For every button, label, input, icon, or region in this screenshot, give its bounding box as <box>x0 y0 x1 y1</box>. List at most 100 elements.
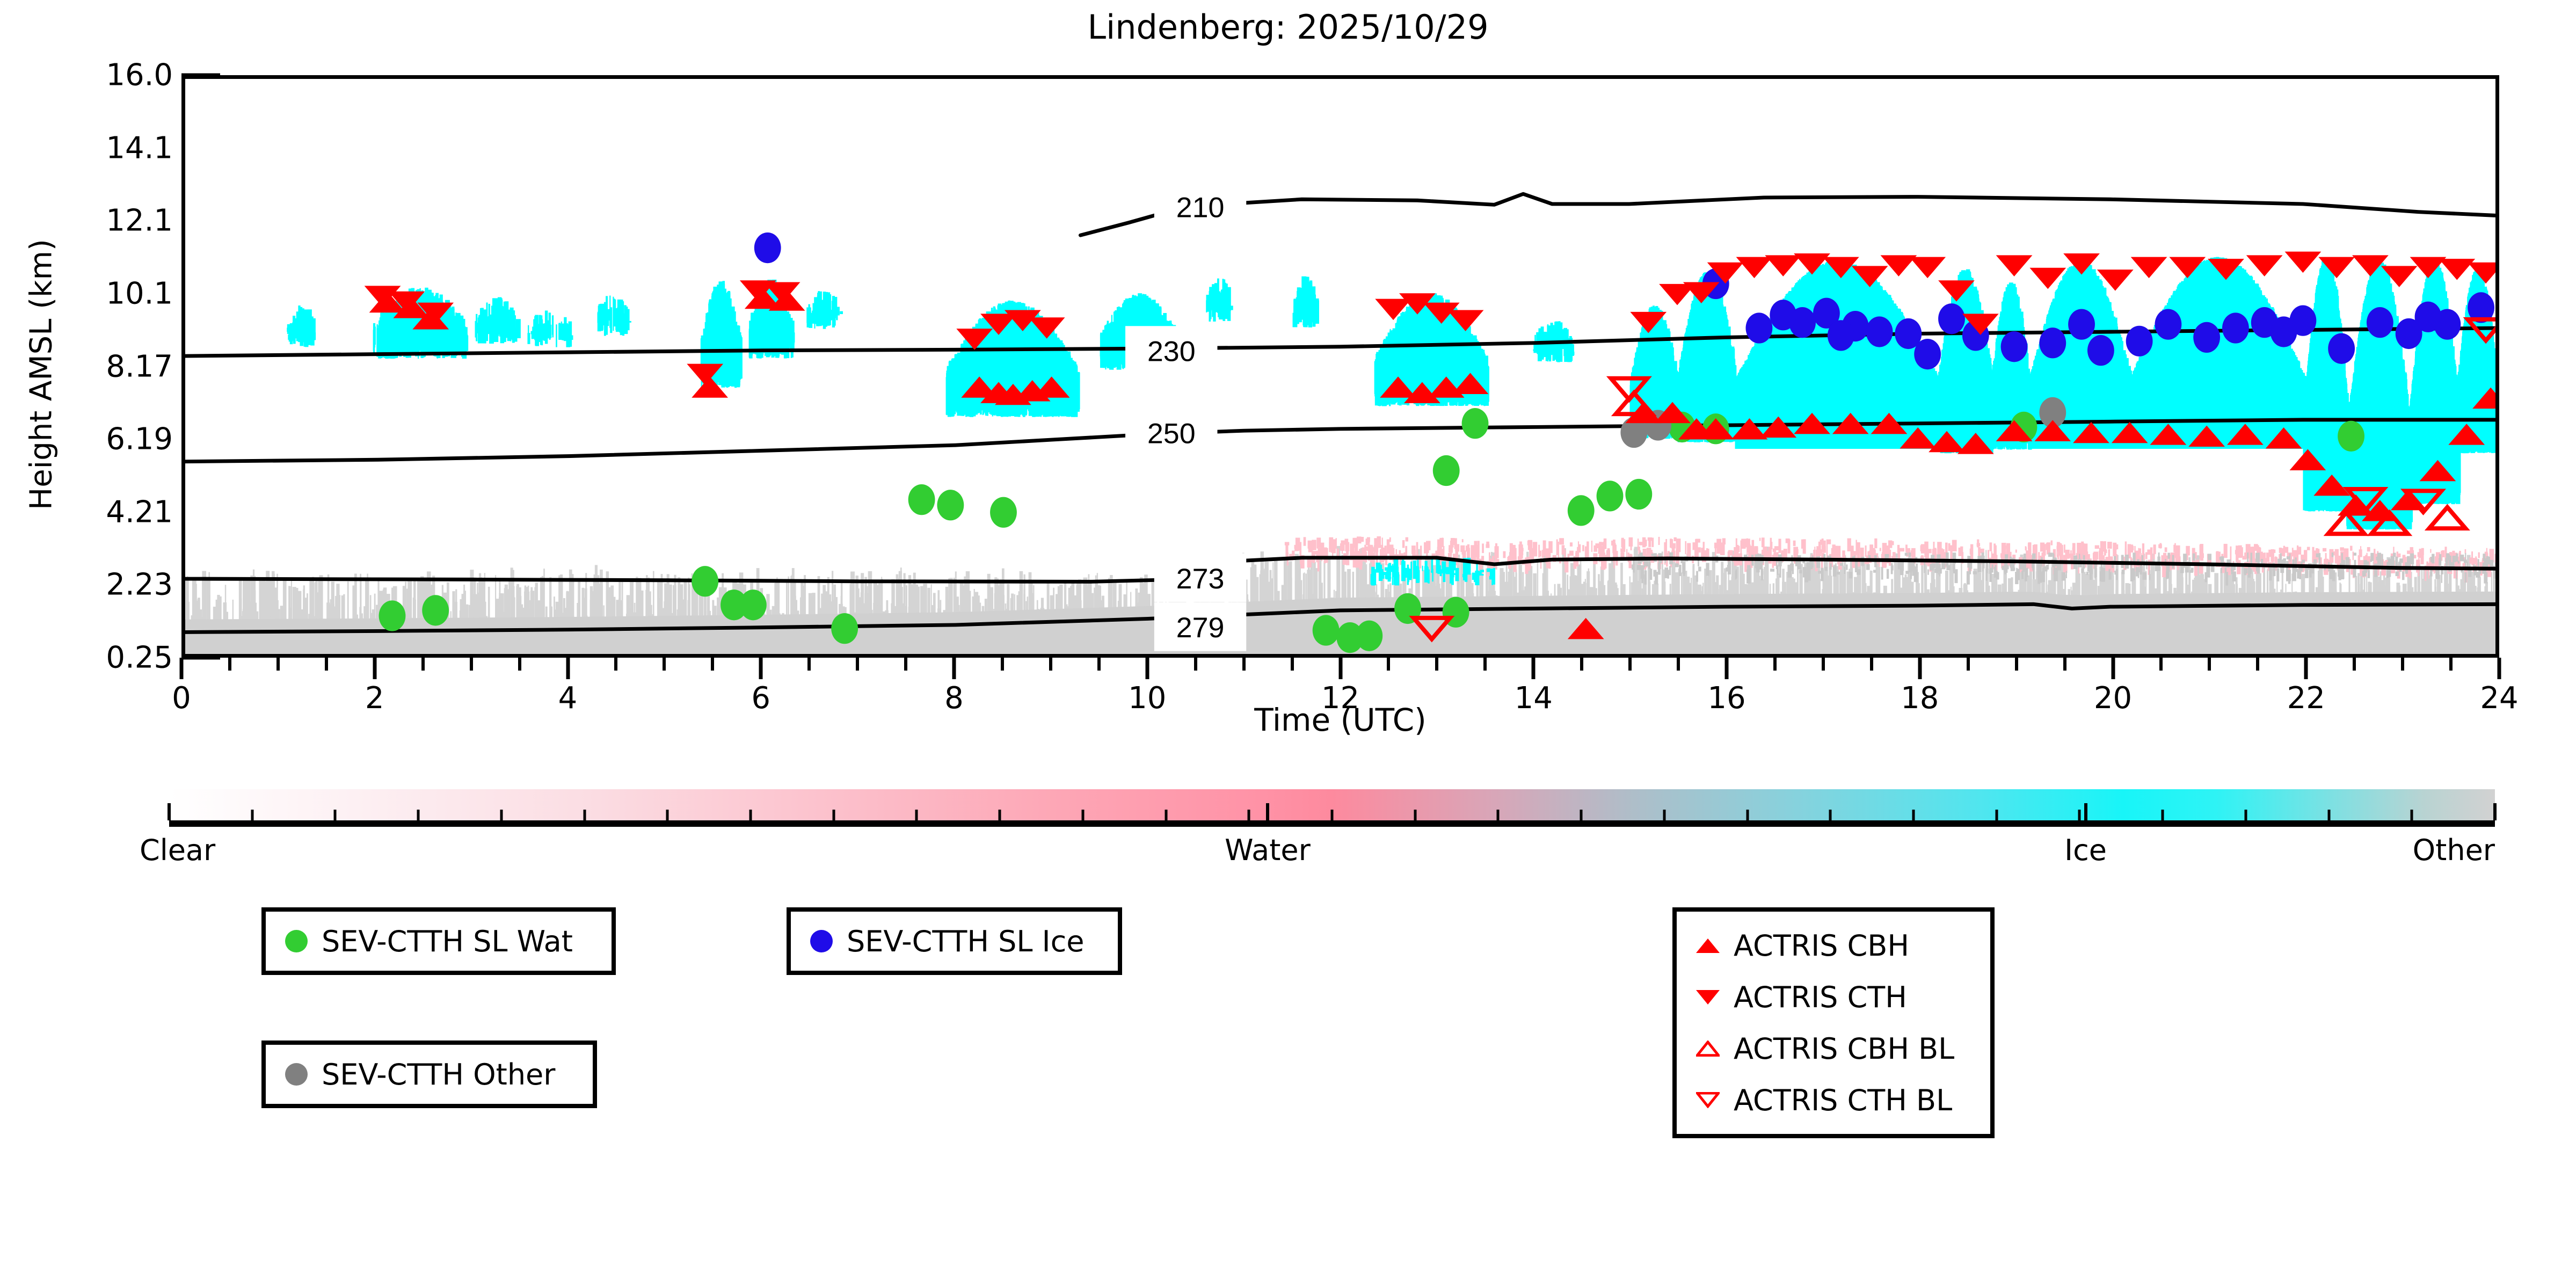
data-point <box>412 308 449 330</box>
data-point <box>692 376 729 398</box>
legend-actris[interactable]: ACTRIS CBH ACTRIS CTH ACTRIS CBH BL ACTRIS … <box>1672 907 1995 1138</box>
plot-canvas: 210 230 250 273 279 <box>185 182 2495 654</box>
colorbar-tick <box>1829 810 1832 820</box>
data-point <box>1794 412 1830 434</box>
colorbar-tick <box>749 810 752 820</box>
data-point <box>2222 312 2249 344</box>
x-tick-mark <box>373 658 377 679</box>
x-tick-label: 22 <box>2287 681 2325 716</box>
data-point <box>2313 474 2351 496</box>
data-point <box>2424 504 2470 531</box>
data-point <box>956 329 993 350</box>
data-point <box>1606 376 1652 403</box>
x-tick-label: 0 <box>172 681 191 716</box>
colorbar-tick <box>666 810 669 820</box>
colorbar-tick <box>333 810 337 820</box>
data-point <box>2039 397 2066 428</box>
isotherm-line <box>185 602 2495 634</box>
data-point <box>1827 320 1854 351</box>
data-point <box>2150 424 2187 445</box>
data-point <box>1851 266 1888 287</box>
data-point <box>1033 376 1070 398</box>
legend-sev-ctth-other[interactable]: SEV-CTTH Other <box>261 1040 597 1108</box>
data-point <box>1683 282 1720 304</box>
x-tick-minor <box>518 658 521 671</box>
data-point <box>2381 266 2418 287</box>
colorbar-tick-major <box>1266 803 1269 820</box>
colorbar-tick <box>2161 810 2164 820</box>
x-tick-label: 4 <box>558 681 578 716</box>
x-tick-minor <box>1677 658 1680 671</box>
data-point <box>2246 255 2283 276</box>
colorbar[interactable] <box>168 789 2497 827</box>
x-tick-minor <box>228 658 231 671</box>
x-tick-label: 14 <box>1514 681 1553 716</box>
plot-area[interactable]: 210 230 250 273 279 <box>181 75 2499 658</box>
colorbar-label: Water <box>1225 833 1311 867</box>
data-point <box>763 282 801 304</box>
data-point <box>1567 495 1595 526</box>
data-point <box>980 314 1017 335</box>
legend-label: ACTRIS CTH <box>1734 980 1907 1014</box>
x-tick-minor <box>856 658 860 671</box>
legend-row: SEV-CTTH SL Ice <box>791 915 1118 967</box>
colorbar-tick <box>251 810 254 820</box>
data-point <box>2284 251 2322 273</box>
data-point <box>1452 373 1489 395</box>
data-point <box>744 287 781 309</box>
data-point <box>2039 328 2066 359</box>
data-point <box>1731 418 1768 440</box>
x-tick-minor <box>2401 658 2405 671</box>
colorbar-tick <box>1995 810 1998 820</box>
series-actris-cth-bl <box>1409 317 2495 643</box>
x-tick-minor <box>1000 658 1004 671</box>
colorbar-tick <box>583 810 586 820</box>
legend-label: SEV-CTTH SL Wat <box>322 924 573 958</box>
colorbar-tick <box>1496 810 1500 820</box>
data-point <box>692 566 719 597</box>
y-axis-tick-labels: 16.0 14.1 12.1 10.1 8.17 6.19 4.21 2.23 0.25 <box>0 0 173 1288</box>
x-tick-mark <box>2304 658 2308 679</box>
x-tick-minor <box>1966 658 1970 671</box>
data-point <box>2126 325 2153 356</box>
contour-label-mask <box>1154 602 1247 651</box>
colorbar-tick <box>1247 810 1250 820</box>
contour-label: 250 <box>1147 418 1196 450</box>
x-tick-minor <box>324 658 328 671</box>
contour-label: 279 <box>1176 612 1225 644</box>
data-point <box>1900 427 1937 449</box>
x-tick-label: 6 <box>751 681 771 716</box>
colorbar-baseline <box>169 820 2495 827</box>
colorbar-tick <box>1746 810 1749 820</box>
data-point <box>422 595 449 626</box>
data-point <box>754 232 781 264</box>
data-point <box>2318 257 2355 279</box>
series-actris-cbh <box>369 287 2495 639</box>
data-point <box>2419 460 2456 482</box>
legend-label: ACTRIS CBH <box>1734 928 1909 963</box>
legend-sev-ctth-sl-ice[interactable]: SEV-CTTH SL Ice <box>787 907 1122 975</box>
x-tick-minor <box>663 658 666 671</box>
legend-row: ACTRIS CTH BL <box>1677 1074 1990 1126</box>
colorbar-tick <box>915 810 918 820</box>
x-tick-minor <box>1821 658 1825 671</box>
colorbar-tick <box>2078 810 2081 820</box>
x-tick-label: 2 <box>365 681 384 716</box>
data-point <box>1611 389 1657 417</box>
series-actris-cbh-bl <box>1611 389 2470 536</box>
legend-row: SEV-CTTH SL Wat <box>266 915 612 967</box>
x-tick-mark <box>1531 658 1536 679</box>
legend-sev-ctth-sl-wat[interactable]: SEV-CTTH SL Wat <box>261 907 616 975</box>
data-point <box>2063 253 2100 275</box>
data-point <box>2367 509 2413 536</box>
colorbar-tick <box>1663 810 1666 820</box>
data-point <box>1409 615 1455 643</box>
data-point <box>721 590 747 621</box>
data-point <box>1938 303 1965 334</box>
colorbar-label: Clear <box>140 833 216 867</box>
x-tick-minor <box>1869 658 1873 671</box>
data-point <box>2352 255 2389 276</box>
data-point <box>379 600 406 631</box>
legend-row: SEV-CTTH Other <box>266 1049 593 1100</box>
y-tick-label: 12.1 <box>106 203 173 238</box>
